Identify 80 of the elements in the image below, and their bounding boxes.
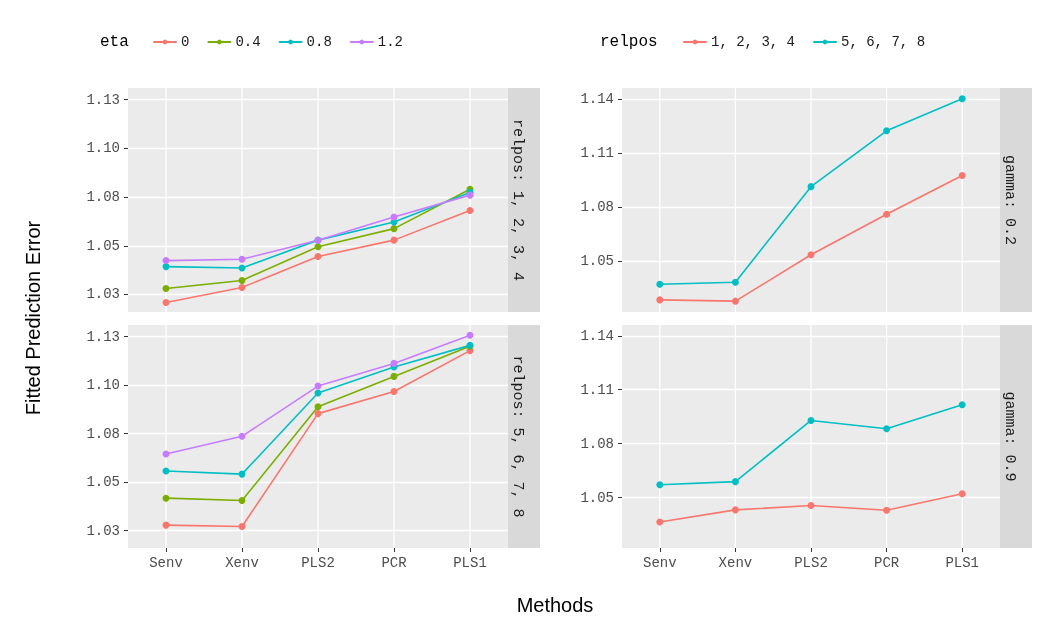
legend-label: 0 [181, 34, 190, 50]
x-tick-label: Xenv [225, 555, 259, 571]
point [656, 280, 664, 288]
y-tick-label: 1.10 [86, 140, 120, 157]
y-tick-label: 1.05 [86, 474, 120, 491]
y-axis-title: Fitted Prediction Error [21, 219, 45, 418]
point [883, 425, 891, 433]
x-tick-label: PCR [873, 555, 900, 571]
point [656, 518, 664, 526]
point [314, 252, 322, 260]
x-tick-label: PLS1 [453, 555, 487, 571]
x-tick-label: Senv [149, 555, 183, 571]
point [958, 171, 966, 179]
point [314, 403, 322, 411]
point [807, 502, 815, 510]
x-tick-label: Xenv [718, 555, 753, 571]
y-tick-label: 1.13 [86, 328, 120, 345]
y-tick-label: 1.03 [86, 522, 120, 539]
text: gamma: 0.9 [1000, 391, 1018, 482]
x-tick-label: PLS2 [794, 555, 828, 571]
legend-label: 0.4 [235, 34, 261, 50]
point [958, 401, 966, 409]
point [958, 490, 966, 498]
y-tick-label: 1.14 [580, 327, 614, 344]
text: relpos: 5, 6, 7, 8 [508, 355, 526, 518]
point [238, 496, 246, 504]
y-tick-label: 1.03 [86, 286, 120, 303]
point [390, 225, 398, 233]
point [807, 251, 815, 259]
y-tick-label: 1.11 [580, 145, 614, 162]
point [656, 481, 664, 489]
point [731, 297, 739, 305]
text: gamma: 0.2 [1000, 154, 1018, 246]
point [807, 417, 815, 424]
legend-label: 1.2 [377, 34, 404, 50]
point [238, 283, 246, 291]
point [238, 276, 246, 284]
point [314, 410, 322, 418]
point [883, 210, 891, 218]
point [238, 522, 246, 530]
x-tick-label: PCR [381, 555, 408, 571]
legend-label: 0.8 [306, 34, 332, 50]
point [390, 388, 398, 396]
legend-title: eta [100, 33, 130, 51]
point [656, 296, 664, 304]
point [731, 478, 739, 486]
y-tick-label: 1.14 [580, 90, 614, 107]
y-tick-label: 1.05 [580, 253, 614, 270]
point [807, 183, 815, 191]
y-tick-label: 1.08 [580, 199, 614, 216]
point [390, 372, 398, 380]
point [731, 278, 739, 286]
point [162, 298, 170, 306]
y-tick-label: 1.13 [86, 91, 120, 108]
legend-label: 5, 6, 7, 8 [841, 34, 926, 50]
point [238, 255, 246, 263]
point [390, 359, 398, 367]
text: relpos: 1, 2, 3, 4 [508, 118, 526, 282]
y-tick-label: 1.05 [580, 489, 614, 506]
y-tick-label: 1.05 [86, 237, 120, 254]
x-tick-label: PLS1 [945, 555, 979, 571]
legend-label: 1, 2, 3, 4 [711, 34, 796, 50]
y-tick-label: 1.11 [580, 381, 614, 398]
x-axis-title: Methods [515, 594, 595, 617]
point [883, 127, 891, 135]
point [466, 207, 474, 215]
point [883, 506, 891, 514]
x-tick-label: PLS2 [301, 555, 335, 571]
point [731, 506, 739, 514]
point [162, 284, 170, 292]
point [238, 432, 246, 440]
point [958, 95, 966, 103]
y-tick-label: 1.08 [86, 425, 120, 442]
legend-title: relpos [600, 33, 658, 51]
point [162, 257, 170, 265]
y-tick-label: 1.08 [86, 189, 120, 206]
y-tick-label: 1.08 [580, 435, 614, 452]
x-tick-label: Senv [643, 555, 677, 571]
point [466, 331, 474, 339]
y-tick-label: 1.10 [86, 377, 120, 394]
